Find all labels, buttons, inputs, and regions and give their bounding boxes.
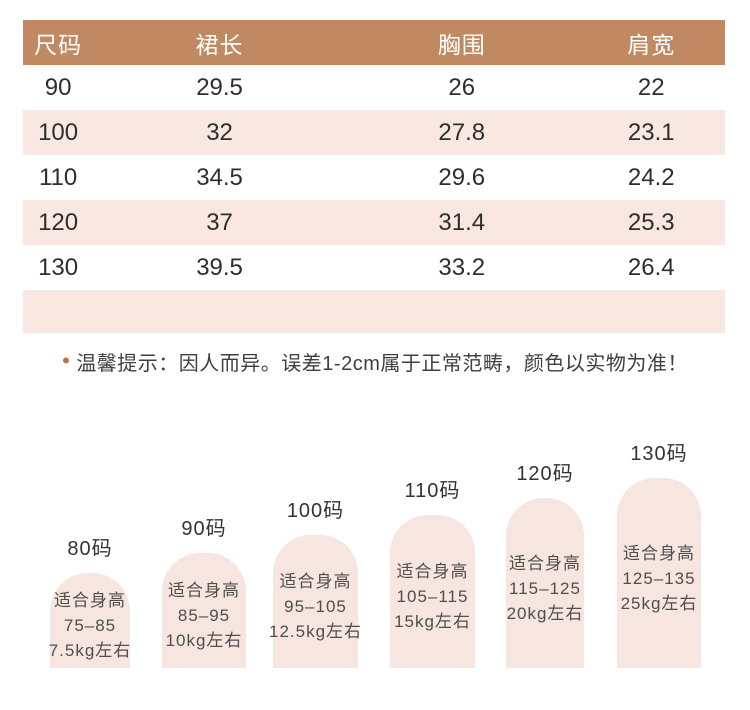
bar-label-110: 110码: [404, 480, 461, 502]
cell-chest: 29.6: [438, 163, 486, 191]
size-bar-110: 适合身高 105–115 15kg左右: [390, 515, 475, 668]
table-row: 90 29.5 26 22: [23, 65, 725, 110]
weight: 20kg左右: [506, 603, 584, 623]
height-range: 95–105: [284, 597, 347, 616]
height-range: 85–95: [177, 606, 231, 625]
fit-height-label: 适合身高: [279, 572, 352, 591]
bar-label-90: 90码: [181, 518, 227, 540]
header-size: 尺码: [34, 31, 83, 58]
cell-shoulder: 26.4: [627, 253, 675, 281]
fit-height-label: 适合身高: [623, 543, 695, 563]
weight: 7.5kg左右: [48, 641, 132, 660]
cell-size: 110: [38, 163, 78, 191]
header-skirt-length: 裙长: [195, 31, 244, 58]
table-row: 130 39.5 33.2 26.4: [23, 245, 725, 290]
bar-label-80: 80码: [67, 538, 113, 560]
fit-height-label: 适合身高: [396, 562, 469, 581]
bullet-dot-icon: •: [62, 348, 71, 373]
cell-shoulder: 24.2: [627, 163, 675, 191]
cell-size: 120: [38, 208, 79, 236]
fit-height-label: 适合身高: [509, 553, 581, 573]
weight: 25kg左右: [620, 593, 698, 613]
cell-chest: 33.2: [438, 253, 486, 281]
cell-size: 90: [44, 73, 72, 101]
cell-chest: 26: [448, 73, 476, 101]
size-table-header-row: 尺码 裙长 胸围 肩宽: [23, 20, 725, 65]
cell-skirt: 29.5: [196, 73, 243, 101]
cell-shoulder: 25.3: [627, 208, 675, 236]
height-range: 105–115: [396, 587, 469, 606]
fit-height-label: 适合身高: [54, 591, 126, 610]
header-shoulder: 肩宽: [627, 31, 676, 58]
table-row: 100 32 27.8 23.1: [23, 110, 725, 155]
weight: 10kg左右: [165, 631, 243, 650]
height-range: 75–85: [63, 616, 117, 635]
table-row: 110 34.5 29.6 24.2: [23, 155, 725, 200]
cell-skirt: 34.5: [196, 163, 243, 191]
height-range: 125–135: [622, 568, 696, 588]
warm-tip: • 温馨提示：因人而异。误差1-2cm属于正常范畴，颜色以实物为准！: [0, 347, 750, 376]
table-empty-row: [23, 290, 725, 333]
size-bar-130: 适合身高 125–135 25kg左右: [617, 478, 701, 668]
size-bar-80: 适合身高 75–85 7.5kg左右: [48, 573, 132, 668]
size-height-bar-chart: 80码 90码 100码 110码 120码 130码 适合身高 75–85 7…: [0, 400, 750, 710]
header-chest: 胸围: [437, 31, 486, 58]
cell-chest: 27.8: [438, 118, 486, 146]
cell-size: 100: [38, 118, 79, 146]
size-bar-100: 适合身高 95–105 12.5kg左右: [269, 535, 361, 668]
cell-chest: 31.4: [438, 208, 486, 236]
cell-skirt: 39.5: [196, 253, 243, 281]
cell-shoulder: 23.1: [627, 118, 675, 146]
size-table: 尺码 裙长 胸围 肩宽 90 29.5 26 22 100 32 27.8 23…: [23, 20, 725, 333]
weight: 12.5kg左右: [268, 622, 363, 641]
cell-shoulder: 22: [637, 73, 665, 101]
bar-label-100: 100码: [286, 500, 345, 522]
fit-height-label: 适合身高: [168, 581, 240, 600]
warm-tip-text: 温馨提示：因人而异。误差1-2cm属于正常范畴，颜色以实物为准！: [76, 353, 688, 375]
cell-size: 130: [38, 253, 79, 281]
cell-skirt: 32: [206, 118, 233, 146]
size-bar-120: 适合身高 115–125 20kg左右: [506, 498, 584, 668]
bar-label-120: 120码: [516, 463, 574, 485]
size-bar-90: 适合身高 85–95 10kg左右: [162, 553, 246, 668]
height-range: 115–125: [509, 578, 581, 598]
table-row: 120 37 31.4 25.3: [23, 200, 725, 245]
cell-skirt: 37: [206, 208, 233, 236]
bar-label-130: 130码: [630, 443, 688, 465]
weight: 15kg左右: [394, 612, 471, 631]
